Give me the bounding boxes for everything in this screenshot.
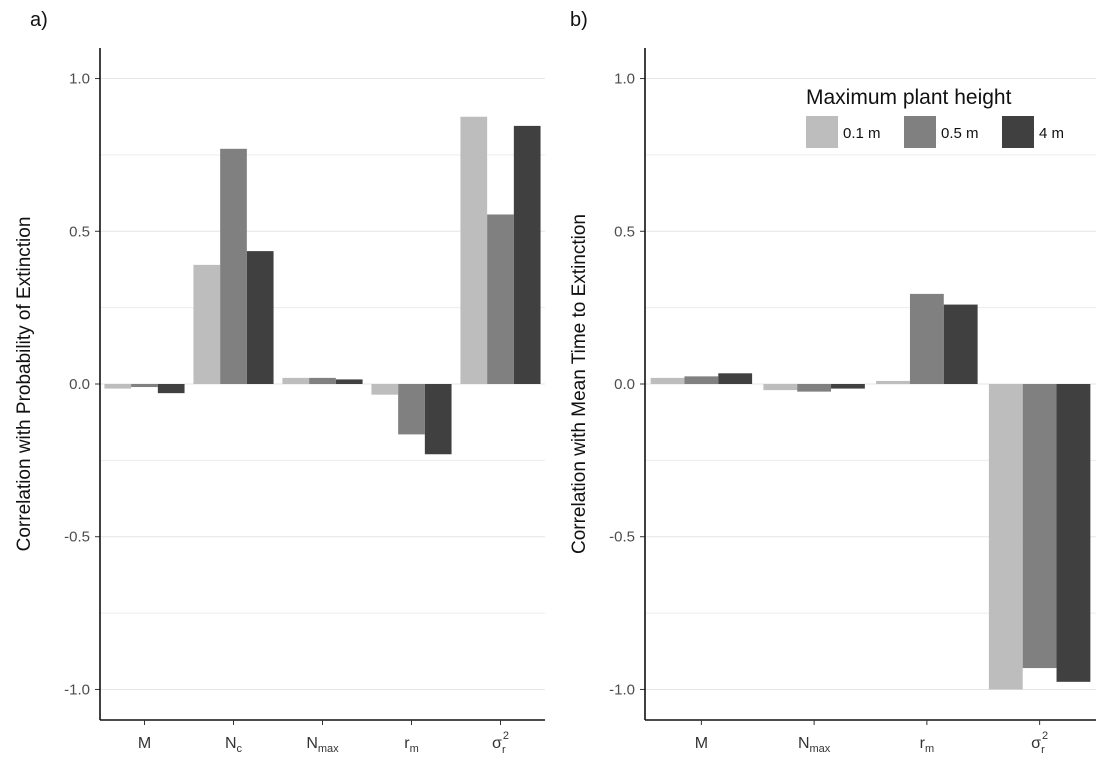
x-tick-label-sub: max: [810, 743, 831, 755]
x-tick-label: rm: [920, 735, 935, 755]
legend-swatch: [1002, 116, 1034, 148]
x-tick-label-main: r: [404, 735, 410, 752]
bar: [460, 116, 488, 385]
y-tick-label: 0.5: [69, 223, 90, 240]
x-tick-label-main: N: [225, 735, 237, 752]
x-tick-label-main: r: [920, 735, 926, 752]
y-tick-label: -1.0: [64, 681, 90, 698]
bar: [943, 304, 978, 384]
bar: [104, 384, 132, 389]
x-tick-label-sup: 2: [503, 730, 509, 742]
y-tick-label: 0.5: [614, 223, 635, 240]
x-tick-label-main: σ: [1031, 735, 1041, 752]
x-tick-label-main: M: [695, 735, 708, 752]
x-tick-label: M: [695, 735, 708, 752]
bar: [282, 377, 310, 384]
legend-swatch: [904, 116, 936, 148]
legend: Maximum plant height 0.1 m 0.5 m 4 m: [806, 86, 1064, 148]
panel-tag: b): [570, 9, 588, 31]
x-tick-label: Nmax: [306, 735, 339, 755]
y-tick-label: 0.0: [614, 376, 635, 393]
bar: [876, 380, 910, 384]
bar: [797, 384, 832, 392]
bar: [193, 264, 221, 384]
bar: [650, 377, 685, 384]
x-tick-label-sup: 2: [1042, 730, 1048, 742]
legend-label: 4 m: [1039, 125, 1064, 142]
x-tick-label-sub: r: [1041, 744, 1045, 756]
x-tick-label-main: N: [306, 735, 318, 752]
bar: [1056, 384, 1091, 682]
panel-a: 1.00.50.0-0.5-1.0M Nc Nmax rm σ2 rCorrelation…: [14, 9, 545, 756]
bar: [246, 251, 274, 384]
x-tick-label: Nmax: [798, 735, 831, 755]
x-tick-label-sub: m: [410, 743, 419, 755]
bar: [131, 384, 158, 388]
bar: [371, 384, 399, 395]
x-tick-label: σ2 r: [492, 730, 509, 756]
x-tick-label-sub: max: [318, 743, 339, 755]
legend-swatch: [806, 116, 838, 148]
x-tick-label: Nc: [225, 735, 243, 755]
x-tick-label-sub: m: [925, 743, 934, 755]
x-tick-label: σ2 r: [1031, 730, 1048, 756]
y-axis-title: Correlation with Probability of Extincti…: [14, 217, 35, 552]
y-tick-label: 0.0: [69, 376, 90, 393]
bar: [157, 384, 185, 394]
x-tick-label-main: N: [798, 735, 810, 752]
bar: [335, 379, 363, 384]
bar: [398, 384, 425, 435]
bar: [831, 384, 865, 389]
y-tick-label: -0.5: [609, 529, 635, 546]
legend-label: 0.1 m: [843, 125, 881, 142]
panel-tag: a): [30, 9, 48, 31]
bar: [309, 377, 336, 384]
y-axis-title: Correlation with Mean Time to Extinction: [569, 214, 590, 554]
bar: [718, 373, 753, 384]
bar: [513, 125, 541, 385]
legend-label: 0.5 m: [941, 125, 979, 142]
bar: [909, 293, 944, 384]
y-tick-label: 1.0: [614, 71, 635, 88]
bar: [763, 384, 798, 391]
bar: [424, 384, 452, 455]
x-tick-label-sub: r: [502, 744, 506, 756]
bar: [684, 376, 719, 384]
y-tick-label: -0.5: [64, 529, 90, 546]
y-tick-label: 1.0: [69, 71, 90, 88]
x-tick-label-sub: c: [237, 743, 243, 755]
x-tick-label: M: [138, 735, 151, 752]
bar: [487, 214, 514, 384]
x-tick-label-main: σ: [492, 735, 502, 752]
bar: [220, 148, 247, 384]
bar: [1022, 384, 1057, 669]
x-tick-label-main: M: [138, 735, 151, 752]
x-tick-label: rm: [404, 735, 419, 755]
y-tick-label: -1.0: [609, 681, 635, 698]
legend-title: Maximum plant height: [806, 86, 1012, 109]
bar: [988, 384, 1023, 690]
